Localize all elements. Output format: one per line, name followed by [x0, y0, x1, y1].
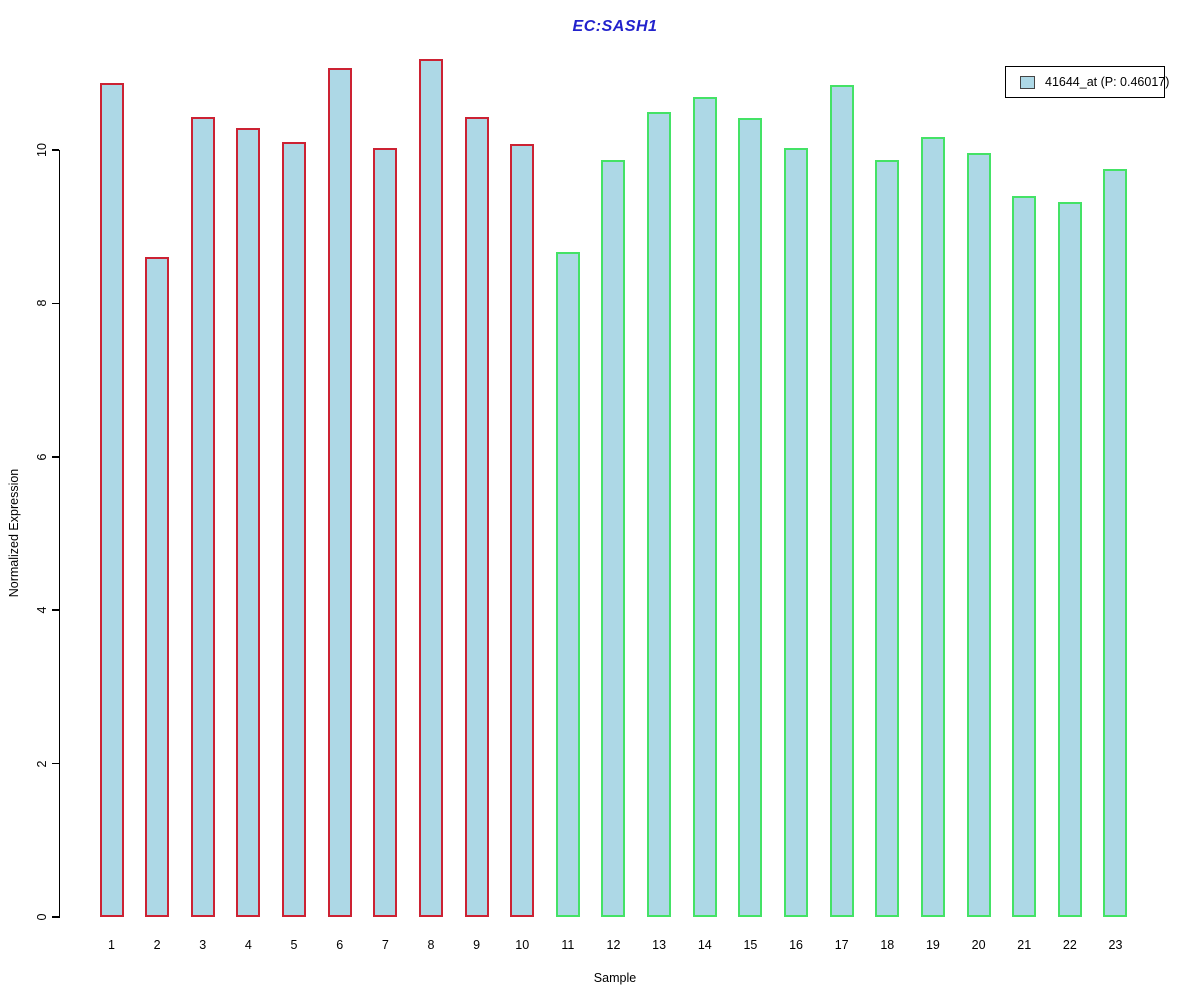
- bar-sample-20: [966, 153, 991, 917]
- legend-box: 41644_at (P: 0.46017): [1005, 66, 1169, 98]
- bar-sample-1: [99, 83, 124, 917]
- y-tick-label: 10: [35, 143, 49, 157]
- x-tick-label-23: 23: [1108, 938, 1123, 952]
- x-tick-label-18: 18: [880, 938, 895, 952]
- bar-sample-21: [1012, 196, 1037, 917]
- y-tick-mark: [51, 762, 59, 765]
- y-tick-label: 8: [35, 299, 49, 307]
- y-tick-mark: [51, 149, 59, 151]
- y-tick-mark: [51, 456, 59, 458]
- x-tick-label-12: 12: [606, 938, 621, 952]
- x-tick-label-11: 11: [561, 938, 575, 952]
- bar-sample-12: [601, 159, 626, 917]
- x-tick-label-21: 21: [1017, 938, 1032, 952]
- bar-sample-17: [829, 84, 854, 917]
- x-axis-label: Sample: [593, 971, 637, 985]
- bar-sample-9: [464, 117, 489, 917]
- bar-sample-18: [875, 159, 900, 917]
- x-tick-label-9: 9: [473, 938, 481, 952]
- bar-sample-2: [145, 257, 170, 917]
- x-tick-label-16: 16: [789, 938, 803, 952]
- x-tick-label-17: 17: [834, 938, 849, 952]
- x-tick-label-4: 4: [244, 938, 252, 952]
- legend-swatch-icon: [1020, 75, 1035, 89]
- legend-label: 41644_at (P: 0.46017): [1045, 75, 1170, 89]
- y-axis-label: Normalized Expression: [7, 468, 21, 598]
- y-tick-mark: [51, 302, 59, 305]
- x-tick-label-6: 6: [336, 938, 344, 952]
- x-tick-label-20: 20: [971, 938, 986, 952]
- bar-sample-5: [282, 142, 307, 917]
- x-tick-label-13: 13: [652, 938, 667, 952]
- x-tick-label-3: 3: [199, 938, 207, 952]
- y-tick-label: 4: [35, 606, 49, 614]
- x-tick-label-19: 19: [925, 938, 940, 952]
- bar-sample-14: [692, 97, 717, 917]
- y-tick-mark: [51, 609, 59, 611]
- x-tick-label-2: 2: [153, 938, 161, 952]
- bar-sample-10: [510, 143, 535, 917]
- y-axis-line: [58, 150, 60, 918]
- bar-sample-15: [738, 117, 763, 917]
- y-tick-label: 2: [35, 760, 49, 768]
- y-tick-mark: [51, 916, 59, 918]
- x-tick-label-10: 10: [515, 938, 530, 952]
- x-tick-label-22: 22: [1062, 938, 1077, 952]
- bar-sample-8: [418, 58, 443, 917]
- bar-sample-4: [236, 127, 261, 917]
- x-tick-label-8: 8: [427, 938, 435, 952]
- bar-sample-19: [920, 136, 945, 917]
- bar-sample-16: [784, 147, 809, 917]
- bar-sample-7: [373, 147, 398, 917]
- x-tick-label-15: 15: [743, 938, 758, 952]
- bar-sample-23: [1103, 169, 1128, 917]
- x-tick-label-14: 14: [697, 938, 712, 952]
- bar-sample-11: [555, 252, 580, 917]
- y-tick-label: 0: [35, 913, 49, 921]
- x-tick-label-1: 1: [108, 938, 115, 952]
- x-tick-label-7: 7: [381, 938, 389, 952]
- y-tick-label: 6: [35, 453, 49, 461]
- bar-sample-3: [190, 117, 215, 917]
- bar-sample-6: [327, 67, 352, 917]
- x-tick-label-5: 5: [290, 938, 298, 952]
- chart-title: EC:SASH1: [572, 18, 658, 35]
- bar-sample-22: [1057, 202, 1082, 917]
- bar-sample-13: [647, 111, 672, 917]
